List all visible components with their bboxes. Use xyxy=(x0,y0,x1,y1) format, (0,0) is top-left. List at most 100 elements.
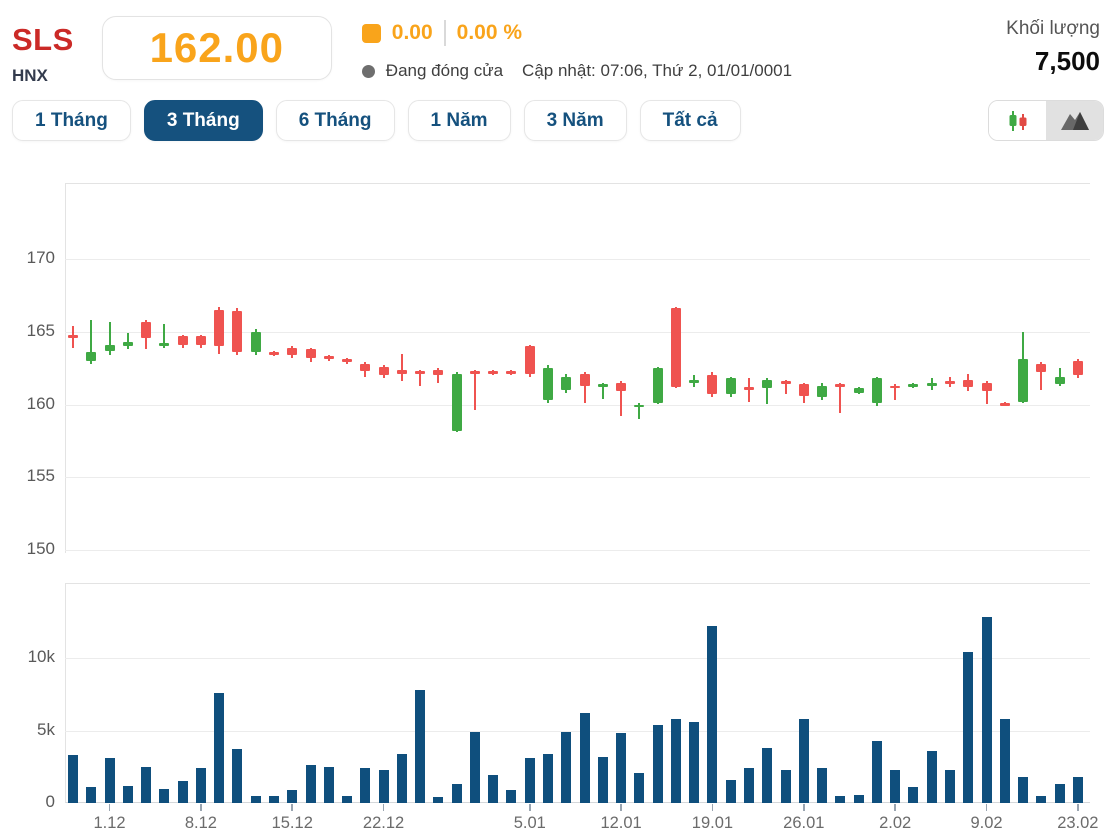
candle xyxy=(543,368,554,401)
candle-wick xyxy=(108,321,111,356)
volume-bar xyxy=(835,796,846,803)
candlestick-chart-icon[interactable] xyxy=(989,101,1046,140)
candle xyxy=(835,384,846,388)
x-axis-label: 2.02 xyxy=(879,814,912,832)
candle xyxy=(524,346,535,374)
x-axis-label: 12.01 xyxy=(600,814,642,832)
candle xyxy=(1018,359,1029,402)
candle xyxy=(707,375,718,395)
x-axis-label: 15.12 xyxy=(271,814,313,832)
last-price-badge: 162.00 xyxy=(101,16,332,80)
x-axis-label: 9.02 xyxy=(970,814,1003,832)
candle xyxy=(616,382,627,392)
candle xyxy=(469,371,480,374)
candle xyxy=(195,336,206,345)
volume-bar xyxy=(1072,776,1083,803)
volume-bar xyxy=(670,718,681,803)
volume-bar xyxy=(579,713,590,803)
volume-bar xyxy=(141,766,152,803)
price-change-percent: 0.00 % xyxy=(456,21,523,44)
area-chart-icon[interactable] xyxy=(1046,101,1103,140)
candle xyxy=(871,378,882,404)
exchange-label: HNX xyxy=(12,66,48,85)
tab-tat-ca[interactable]: Tất cả xyxy=(639,100,741,141)
candle xyxy=(122,341,133,347)
volume-bar xyxy=(68,755,78,803)
x-axis-tick xyxy=(894,804,896,811)
candle-wick xyxy=(784,379,787,395)
price-change: 0.00 xyxy=(391,21,433,44)
volume-bar xyxy=(469,731,480,803)
tab-6-thang[interactable]: 6 Tháng xyxy=(275,100,395,141)
candle xyxy=(1072,360,1083,376)
candle xyxy=(725,378,736,395)
volume-bar xyxy=(177,781,188,803)
time-range-tabs: 1 Tháng 3 Tháng 6 Tháng 1 Năm 3 Năm Tất cả xyxy=(12,100,741,141)
volume-bar xyxy=(287,789,298,803)
price-ytick-label: 155 xyxy=(26,466,55,486)
chart-type-toggle xyxy=(988,100,1104,141)
candle xyxy=(396,369,407,374)
market-status: Đang đóng cửa xyxy=(385,61,504,80)
candle xyxy=(305,349,316,358)
candle xyxy=(999,403,1010,406)
tab-1-nam[interactable]: 1 Năm xyxy=(407,100,511,141)
volume-bar xyxy=(707,626,718,803)
volume-bar xyxy=(725,779,736,803)
candle-wick xyxy=(473,369,476,411)
candle xyxy=(1036,363,1047,373)
price-gridline xyxy=(65,550,1090,551)
candle-wick xyxy=(419,369,422,386)
x-axis-label: 1.12 xyxy=(93,814,126,832)
volume-bar xyxy=(743,768,754,803)
candle xyxy=(287,347,298,356)
candle xyxy=(415,371,426,374)
candle xyxy=(268,352,279,355)
tab-3-thang[interactable]: 3 Tháng xyxy=(143,100,263,141)
x-axis-label: 26.01 xyxy=(783,814,825,832)
volume-bar xyxy=(652,724,663,803)
volume-bar xyxy=(1054,784,1065,803)
volume-bar xyxy=(195,768,206,803)
x-axis-label: 19.01 xyxy=(691,814,734,832)
volume-plot[interactable] xyxy=(65,583,1090,803)
volume-bar xyxy=(634,772,645,803)
ticker-symbol: SLS xyxy=(12,22,74,57)
candle xyxy=(159,343,170,347)
volume-label: Khối lượng xyxy=(1006,18,1100,39)
volume-gridline xyxy=(65,730,1090,732)
volume-bar xyxy=(762,747,773,803)
candle xyxy=(488,371,499,374)
x-axis-tick xyxy=(1077,804,1079,811)
volume-bar xyxy=(689,721,700,803)
price-ytick-label: 170 xyxy=(26,248,55,267)
x-axis-tick xyxy=(382,804,385,811)
candle-wick xyxy=(894,384,897,401)
x-axis-tick xyxy=(711,804,714,811)
candle-wick xyxy=(601,382,604,399)
candle xyxy=(68,334,78,338)
candle xyxy=(780,381,791,385)
orange-square-icon xyxy=(361,23,381,43)
candle xyxy=(926,382,937,386)
candle-wick xyxy=(839,382,842,414)
candle-wick xyxy=(400,353,403,382)
volume-ytick-label: 10k xyxy=(27,647,55,666)
candle xyxy=(963,379,974,388)
range-selector-row: 1 Tháng 3 Tháng 6 Tháng 1 Năm 3 Năm Tất cả xyxy=(0,100,1112,141)
volume-bar xyxy=(342,796,353,803)
price-plot[interactable] xyxy=(65,183,1090,553)
candle xyxy=(579,373,590,386)
tab-3-nam[interactable]: 3 Năm xyxy=(523,100,627,141)
candle xyxy=(378,366,389,376)
tab-1-thang[interactable]: 1 Tháng xyxy=(12,100,131,141)
candle xyxy=(634,404,645,408)
volume-bar xyxy=(159,788,170,803)
candle xyxy=(177,336,188,345)
volume-bar xyxy=(488,775,499,803)
volume-bar xyxy=(360,768,371,803)
candle xyxy=(798,384,809,396)
volume-bar xyxy=(451,784,462,803)
volume-ytick-label: 5k xyxy=(37,719,55,739)
